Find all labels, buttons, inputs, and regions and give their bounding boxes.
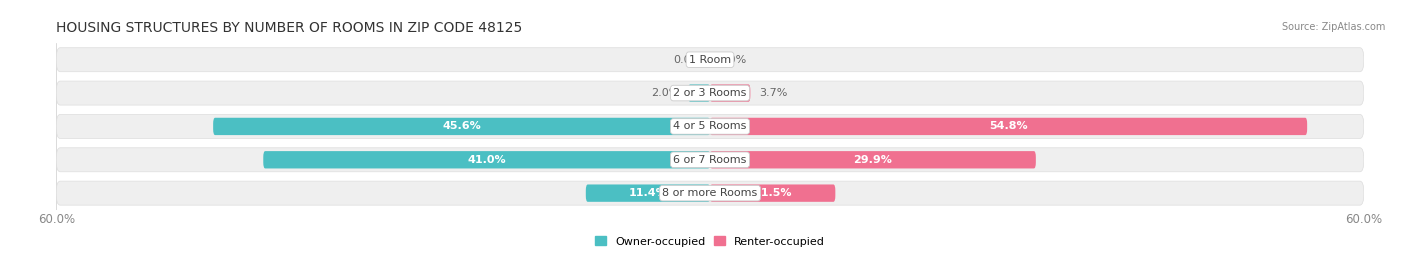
FancyBboxPatch shape [56, 181, 1364, 205]
FancyBboxPatch shape [586, 185, 710, 202]
Text: Source: ZipAtlas.com: Source: ZipAtlas.com [1281, 22, 1385, 31]
FancyBboxPatch shape [56, 148, 1364, 172]
FancyBboxPatch shape [56, 81, 1364, 105]
Text: 3.7%: 3.7% [759, 88, 787, 98]
Text: 41.0%: 41.0% [467, 155, 506, 165]
FancyBboxPatch shape [56, 48, 1364, 72]
FancyBboxPatch shape [710, 185, 835, 202]
Text: 45.6%: 45.6% [443, 121, 481, 132]
Text: 11.4%: 11.4% [628, 188, 668, 198]
Text: 54.8%: 54.8% [990, 121, 1028, 132]
FancyBboxPatch shape [689, 84, 710, 102]
Text: 0.0%: 0.0% [673, 55, 702, 65]
Text: 2 or 3 Rooms: 2 or 3 Rooms [673, 88, 747, 98]
Text: 6 or 7 Rooms: 6 or 7 Rooms [673, 155, 747, 165]
Text: 1 Room: 1 Room [689, 55, 731, 65]
Text: 8 or more Rooms: 8 or more Rooms [662, 188, 758, 198]
FancyBboxPatch shape [710, 84, 751, 102]
Text: 29.9%: 29.9% [853, 155, 893, 165]
Text: 2.0%: 2.0% [651, 88, 679, 98]
Text: 4 or 5 Rooms: 4 or 5 Rooms [673, 121, 747, 132]
Legend: Owner-occupied, Renter-occupied: Owner-occupied, Renter-occupied [591, 232, 830, 251]
Text: HOUSING STRUCTURES BY NUMBER OF ROOMS IN ZIP CODE 48125: HOUSING STRUCTURES BY NUMBER OF ROOMS IN… [56, 21, 523, 35]
FancyBboxPatch shape [263, 151, 710, 168]
FancyBboxPatch shape [214, 118, 710, 135]
FancyBboxPatch shape [56, 114, 1364, 139]
FancyBboxPatch shape [710, 118, 1308, 135]
FancyBboxPatch shape [710, 151, 1036, 168]
Text: 0.0%: 0.0% [718, 55, 747, 65]
Text: 11.5%: 11.5% [754, 188, 792, 198]
